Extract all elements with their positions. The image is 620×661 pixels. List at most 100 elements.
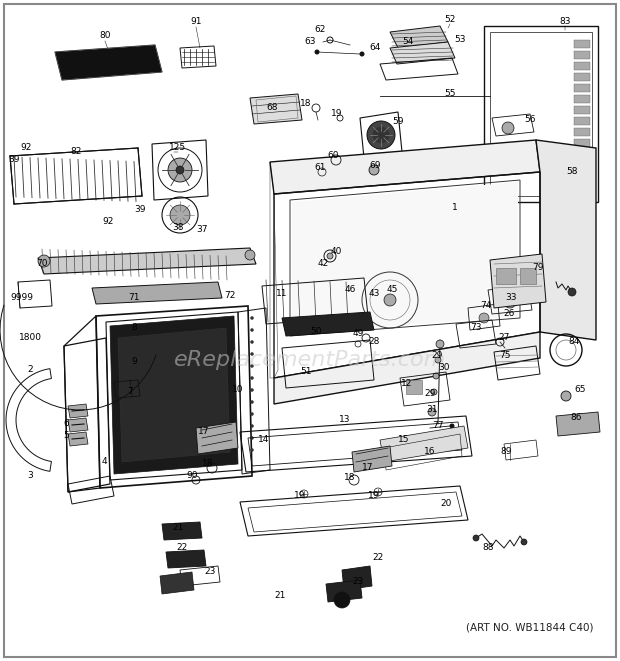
Text: 52: 52 bbox=[445, 15, 456, 24]
Circle shape bbox=[250, 317, 254, 319]
Text: 71: 71 bbox=[128, 293, 140, 303]
Polygon shape bbox=[574, 51, 590, 59]
Circle shape bbox=[315, 50, 319, 54]
Text: 80: 80 bbox=[99, 32, 111, 40]
Circle shape bbox=[561, 391, 571, 401]
Polygon shape bbox=[352, 446, 392, 472]
Text: 46: 46 bbox=[344, 286, 356, 295]
Polygon shape bbox=[390, 42, 455, 64]
Polygon shape bbox=[574, 73, 590, 81]
Text: 23: 23 bbox=[352, 578, 364, 586]
Circle shape bbox=[373, 127, 389, 143]
Text: 38: 38 bbox=[172, 223, 184, 233]
Circle shape bbox=[334, 592, 350, 608]
Polygon shape bbox=[390, 26, 448, 48]
Text: 4: 4 bbox=[101, 457, 107, 467]
Polygon shape bbox=[574, 150, 590, 158]
Text: 89: 89 bbox=[500, 447, 512, 457]
Text: 17: 17 bbox=[362, 463, 374, 473]
Text: 62: 62 bbox=[314, 26, 326, 34]
Text: 91: 91 bbox=[190, 17, 202, 26]
Circle shape bbox=[431, 389, 437, 395]
Polygon shape bbox=[574, 40, 590, 48]
Text: 23: 23 bbox=[205, 568, 216, 576]
Text: 86: 86 bbox=[570, 414, 582, 422]
Circle shape bbox=[250, 424, 254, 428]
Polygon shape bbox=[574, 106, 590, 114]
Text: 84: 84 bbox=[569, 338, 580, 346]
Text: 13: 13 bbox=[339, 416, 351, 424]
Text: 14: 14 bbox=[259, 436, 270, 444]
Text: 72: 72 bbox=[224, 292, 236, 301]
Text: 39: 39 bbox=[8, 155, 20, 165]
Polygon shape bbox=[282, 312, 374, 336]
Text: 5: 5 bbox=[63, 432, 69, 440]
Text: 75: 75 bbox=[499, 352, 511, 360]
Text: 15: 15 bbox=[398, 436, 410, 444]
Text: 18: 18 bbox=[344, 473, 356, 483]
Text: 49: 49 bbox=[352, 329, 364, 338]
Text: 50: 50 bbox=[310, 327, 322, 336]
Text: 79: 79 bbox=[532, 264, 544, 272]
Text: 51: 51 bbox=[300, 368, 312, 377]
Text: 68: 68 bbox=[266, 102, 278, 112]
Circle shape bbox=[38, 255, 50, 267]
Polygon shape bbox=[68, 418, 88, 432]
Polygon shape bbox=[118, 328, 230, 462]
Polygon shape bbox=[162, 522, 202, 540]
Circle shape bbox=[170, 205, 190, 225]
Text: 6: 6 bbox=[63, 420, 69, 428]
Polygon shape bbox=[110, 316, 238, 474]
Text: 10: 10 bbox=[232, 385, 244, 395]
Polygon shape bbox=[556, 412, 600, 436]
Text: eReplacementParts.com: eReplacementParts.com bbox=[174, 350, 446, 370]
Polygon shape bbox=[574, 95, 590, 103]
Text: 92: 92 bbox=[102, 217, 113, 227]
Text: 2: 2 bbox=[27, 366, 33, 375]
Circle shape bbox=[450, 424, 454, 428]
Polygon shape bbox=[536, 140, 596, 340]
Text: 56: 56 bbox=[525, 116, 536, 124]
Circle shape bbox=[250, 449, 254, 451]
Text: 16: 16 bbox=[424, 447, 436, 457]
Circle shape bbox=[504, 296, 516, 308]
Text: 60: 60 bbox=[327, 151, 339, 161]
Polygon shape bbox=[380, 426, 468, 462]
Polygon shape bbox=[250, 94, 302, 124]
Text: 8: 8 bbox=[131, 323, 137, 332]
Polygon shape bbox=[160, 572, 194, 594]
Text: 53: 53 bbox=[454, 36, 466, 44]
Polygon shape bbox=[270, 140, 540, 194]
Text: 21: 21 bbox=[274, 592, 286, 600]
Text: 65: 65 bbox=[574, 385, 586, 395]
Polygon shape bbox=[55, 45, 162, 80]
Text: 11: 11 bbox=[277, 290, 288, 299]
Text: 55: 55 bbox=[445, 89, 456, 98]
Text: 77: 77 bbox=[432, 422, 444, 430]
Text: 69: 69 bbox=[370, 161, 381, 171]
Text: (ART NO. WB11844 C40): (ART NO. WB11844 C40) bbox=[466, 623, 594, 633]
Circle shape bbox=[360, 52, 364, 56]
Circle shape bbox=[479, 313, 489, 323]
Text: 26: 26 bbox=[503, 309, 515, 319]
Text: 20: 20 bbox=[440, 500, 452, 508]
Text: 19: 19 bbox=[331, 110, 343, 118]
Text: 9: 9 bbox=[131, 358, 137, 366]
Text: 19: 19 bbox=[368, 492, 379, 500]
Text: 64: 64 bbox=[370, 42, 381, 52]
Text: 22: 22 bbox=[176, 543, 188, 553]
Circle shape bbox=[384, 294, 396, 306]
Text: 90: 90 bbox=[186, 471, 198, 481]
Text: 82: 82 bbox=[70, 147, 82, 157]
Text: 43: 43 bbox=[368, 290, 379, 299]
Text: 28: 28 bbox=[368, 338, 379, 346]
Polygon shape bbox=[574, 84, 590, 92]
Circle shape bbox=[250, 412, 254, 416]
Text: 42: 42 bbox=[317, 258, 329, 268]
Text: 21: 21 bbox=[172, 524, 184, 533]
Text: 92: 92 bbox=[20, 143, 32, 153]
Bar bbox=[406, 380, 422, 394]
Polygon shape bbox=[166, 550, 206, 568]
Polygon shape bbox=[68, 404, 88, 418]
Polygon shape bbox=[326, 580, 362, 602]
